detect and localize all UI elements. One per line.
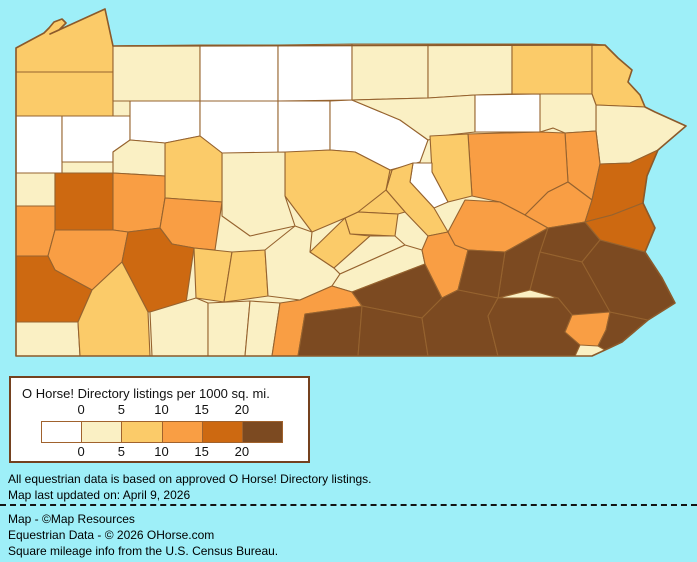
legend-swatch — [121, 421, 163, 443]
county-lawrence — [15, 172, 56, 207]
county-jefferson — [164, 135, 223, 203]
county-centre — [284, 149, 391, 233]
county-butler — [54, 172, 114, 231]
legend-tick-label: 5 — [117, 444, 125, 459]
legend-box: O Horse! Directory listings per 1000 sq.… — [9, 376, 310, 463]
county-adams — [297, 305, 363, 357]
county-bedford — [207, 300, 251, 357]
legend-swatch — [201, 421, 243, 443]
county-juniata — [333, 235, 406, 275]
county-snyder — [344, 211, 399, 237]
note-last-updated: Map last updated on: April 9, 2026 — [8, 488, 191, 502]
county-tioga — [351, 43, 429, 101]
county-blair — [223, 249, 269, 303]
county-forest — [129, 100, 201, 144]
note-data-source: All equestrian data is based on approved… — [8, 472, 372, 486]
county-mifflin — [309, 217, 371, 269]
dashed-separator — [0, 504, 697, 506]
county-mercer — [15, 115, 63, 174]
legend-tick-label: 10 — [154, 444, 169, 459]
county-potter — [277, 43, 353, 102]
legend-color-bar — [41, 421, 284, 443]
legend-tick-label: 0 — [77, 444, 85, 459]
state-outline — [15, 8, 687, 357]
legend-swatch — [241, 421, 284, 443]
county-beaver — [15, 205, 56, 257]
county-susquehanna — [511, 43, 593, 95]
legend-swatch — [41, 421, 83, 443]
county-mckean — [199, 44, 279, 102]
legend-tick-label: 10 — [154, 402, 169, 417]
credit-map: Map - ©Map Resources — [8, 512, 135, 526]
county-bradford — [427, 43, 513, 99]
credit-square-mileage: Square mileage info from the U.S. Census… — [8, 544, 279, 558]
legend-tick-label: 15 — [194, 402, 209, 417]
legend-tick-label: 15 — [194, 444, 209, 459]
county-pike — [595, 104, 687, 165]
credit-equestrian-data: Equestrian Data - © 2026 OHorse.com — [8, 528, 215, 542]
county-greene — [15, 321, 81, 357]
legend-title: O Horse! Directory listings per 1000 sq.… — [22, 386, 270, 401]
legend-tick-label: 0 — [77, 402, 85, 417]
legend-swatch — [81, 421, 123, 443]
county-wyoming — [539, 93, 597, 134]
county-clearfield — [221, 151, 296, 237]
county-armstrong — [112, 172, 166, 233]
county-lycoming — [351, 94, 476, 141]
legend-tick-label: 20 — [234, 402, 250, 417]
county-warren — [112, 44, 201, 102]
legend-tick-label: 20 — [234, 444, 250, 459]
county-cameron — [277, 100, 331, 154]
county-wayne — [591, 43, 646, 108]
county-crawford — [15, 71, 114, 117]
legend-swatch — [161, 421, 203, 443]
legend-tick-label: 5 — [117, 402, 125, 417]
